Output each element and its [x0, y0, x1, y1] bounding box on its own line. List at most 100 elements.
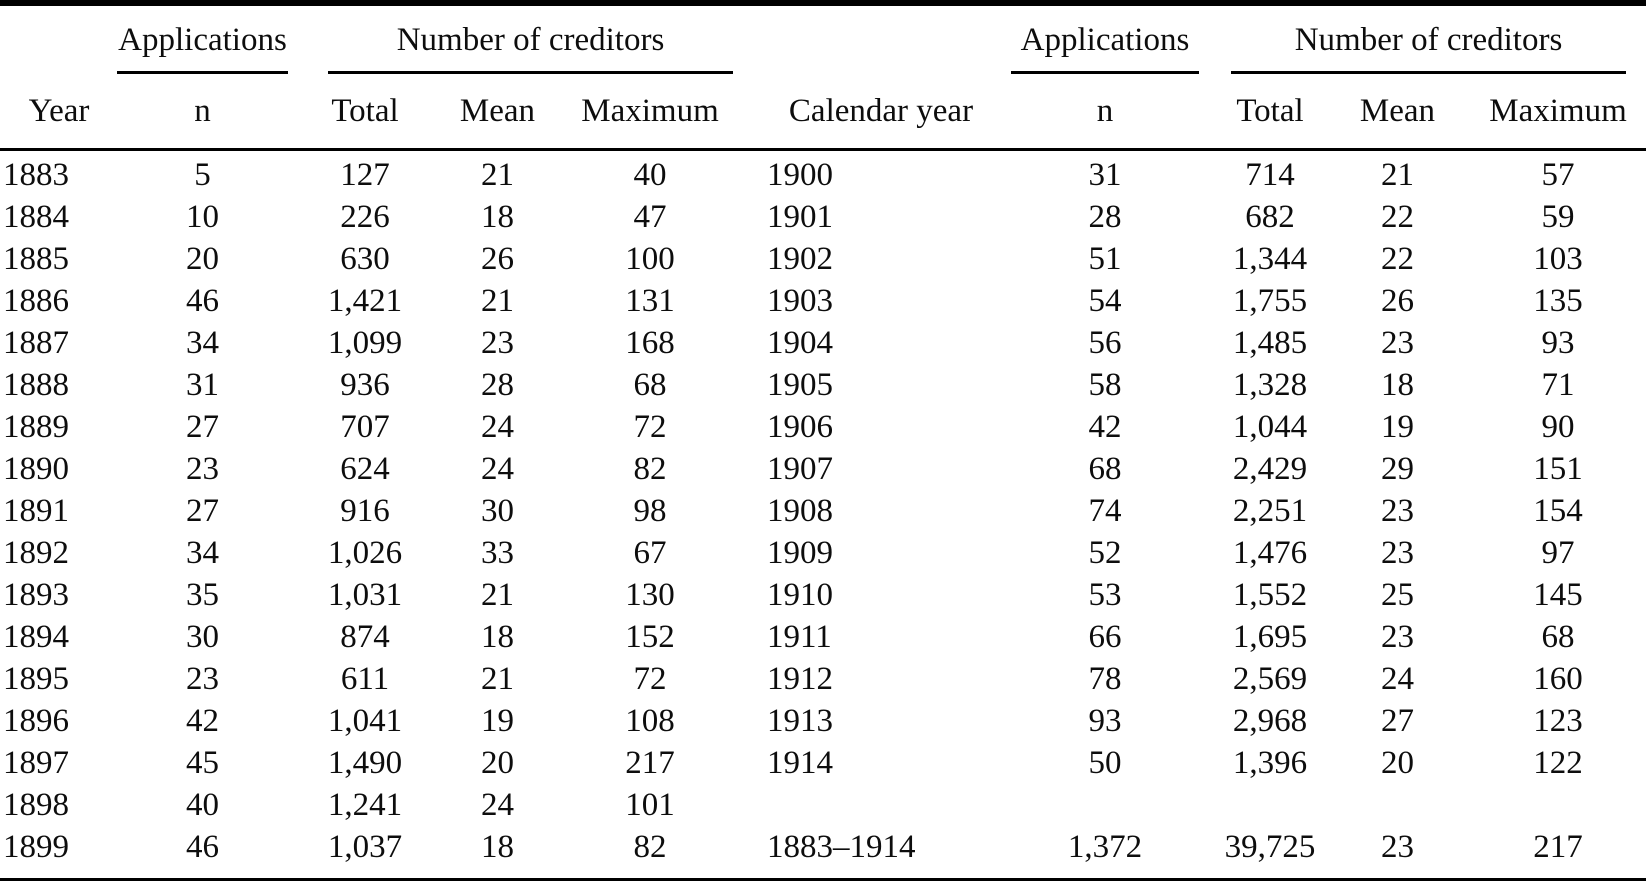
- value-cell: 27: [186, 493, 219, 529]
- value-cell: 108: [625, 703, 675, 739]
- table-row: 1892 34 1,026 33 67 1909 52 1,476 23 97: [0, 532, 1646, 574]
- table-row: 1889 27 707 24 72 1906 42 1,044 19 90: [0, 406, 1646, 448]
- value-cell: 1,695: [1232, 619, 1308, 655]
- group-header-row: Applications Number of creditors Applica…: [0, 3, 1646, 74]
- value-cell: 21: [481, 157, 514, 193]
- right-creditors-label: Number of creditors: [1231, 22, 1627, 74]
- left-year-cell: 1897: [3, 745, 69, 781]
- value-cell: 1,421: [327, 283, 403, 319]
- left-year-cell: 1893: [3, 577, 69, 613]
- left-creditors-group-header: Number of creditors: [290, 3, 745, 74]
- value-cell: 21: [481, 577, 514, 613]
- value-cell: 10: [186, 199, 219, 235]
- value-cell: 2,968: [1232, 703, 1308, 739]
- value-cell: 226: [340, 199, 390, 235]
- table-body: 1883 5 127 21 40 1900 31 714 21 57 1884 10 226 18 47 19…: [0, 150, 1646, 880]
- left-year-cell: 1885: [3, 241, 69, 277]
- value-cell: 707: [340, 409, 390, 445]
- value-cell: 26: [481, 241, 514, 277]
- table-row: 1893 35 1,031 21 130 1910 53 1,552 25 145: [0, 574, 1646, 616]
- value-cell: 42: [1088, 409, 1122, 445]
- value-cell: 18: [481, 199, 514, 235]
- left-year-cell: 1892: [3, 535, 69, 571]
- value-cell: 160: [1533, 661, 1583, 697]
- value-cell: 46: [186, 829, 219, 865]
- value-cell: 103: [1533, 241, 1583, 277]
- value-cell: 1,372: [1067, 829, 1143, 865]
- value-cell: 53: [1088, 577, 1122, 613]
- value-cell: 22: [1381, 199, 1414, 235]
- value-cell: 23: [481, 325, 514, 361]
- right-year-cell: 1910: [767, 577, 833, 613]
- value-cell: 68: [633, 367, 667, 403]
- value-cell: 5: [194, 157, 211, 193]
- left-year-cell: 1884: [3, 199, 69, 235]
- right-year-cell: 1902: [767, 241, 833, 277]
- right-year-cell: 1904: [767, 325, 833, 361]
- right-applications-label: Applications: [1011, 22, 1199, 74]
- right-year-cell: [745, 784, 995, 826]
- value-cell: 29: [1381, 451, 1414, 487]
- right-year-cell: 1911: [767, 619, 832, 655]
- value-cell: 217: [1533, 829, 1583, 865]
- value-cell: 624: [340, 451, 390, 487]
- value-cell: 23: [1381, 493, 1414, 529]
- right-applications-group-header: Applications: [995, 3, 1215, 74]
- value-cell: 630: [340, 241, 390, 277]
- left-n-header: n: [115, 74, 290, 151]
- right-year-cell: 1909: [767, 535, 833, 571]
- value-cell: 21: [1381, 157, 1414, 193]
- left-applications-label: Applications: [117, 22, 288, 74]
- value-cell: 18: [481, 619, 514, 655]
- right-year-cell: 1903: [767, 283, 833, 319]
- value-cell: 151: [1533, 451, 1583, 487]
- table-row: 1894 30 874 18 152 1911 66 1,695 23 68: [0, 616, 1646, 658]
- value-cell: 28: [481, 367, 514, 403]
- value-cell: 916: [340, 493, 390, 529]
- value-cell: 31: [186, 367, 219, 403]
- value-cell: 1,037: [327, 829, 403, 865]
- table-row: 1884 10 226 18 47 1901 28 682 22 59: [0, 196, 1646, 238]
- value-cell: 66: [1088, 619, 1122, 655]
- table-row: 1897 45 1,490 20 217 1914 50 1,396 20 122: [0, 742, 1646, 784]
- left-year-cell: 1896: [3, 703, 69, 739]
- left-year-cell: 1889: [3, 409, 69, 445]
- spacer: [745, 3, 995, 74]
- left-maximum-header: Maximum: [555, 74, 745, 151]
- value-cell: 67: [633, 535, 667, 571]
- value-cell: 123: [1533, 703, 1583, 739]
- value-cell: 23: [186, 451, 219, 487]
- value-cell: 2,251: [1232, 493, 1308, 529]
- value-cell: 34: [186, 325, 219, 361]
- left-year-cell: 1894: [3, 619, 69, 655]
- value-cell: 46: [186, 283, 219, 319]
- value-cell: 1,328: [1232, 367, 1308, 403]
- left-year-cell: 1887: [3, 325, 69, 361]
- value-cell: 145: [1533, 577, 1583, 613]
- value-cell: [1470, 784, 1646, 826]
- value-cell: 82: [633, 829, 667, 865]
- left-year-cell: 1899: [3, 829, 69, 865]
- spacer: [0, 3, 115, 74]
- value-cell: 22: [1381, 241, 1414, 277]
- table-row: 1898 40 1,241 24 101: [0, 784, 1646, 826]
- value-cell: 1,552: [1232, 577, 1308, 613]
- left-year-cell: 1888: [3, 367, 69, 403]
- table-row: 1896 42 1,041 19 108 1913 93 2,968 27 123: [0, 700, 1646, 742]
- right-year-cell: 1883–1914: [767, 829, 916, 865]
- table-row: 1887 34 1,099 23 168 1904 56 1,485 23 93: [0, 322, 1646, 364]
- right-year-cell: 1913: [767, 703, 833, 739]
- left-total-header: Total: [290, 74, 440, 151]
- value-cell: 54: [1088, 283, 1122, 319]
- value-cell: 168: [625, 325, 675, 361]
- table-row: 1886 46 1,421 21 131 1903 54 1,755 26 135: [0, 280, 1646, 322]
- value-cell: 682: [1245, 199, 1295, 235]
- value-cell: 21: [481, 661, 514, 697]
- value-cell: 152: [625, 619, 675, 655]
- value-cell: 1,041: [327, 703, 403, 739]
- left-year-cell: 1895: [3, 661, 69, 697]
- value-cell: 1,044: [1232, 409, 1308, 445]
- value-cell: 35: [186, 577, 219, 613]
- value-cell: 74: [1088, 493, 1122, 529]
